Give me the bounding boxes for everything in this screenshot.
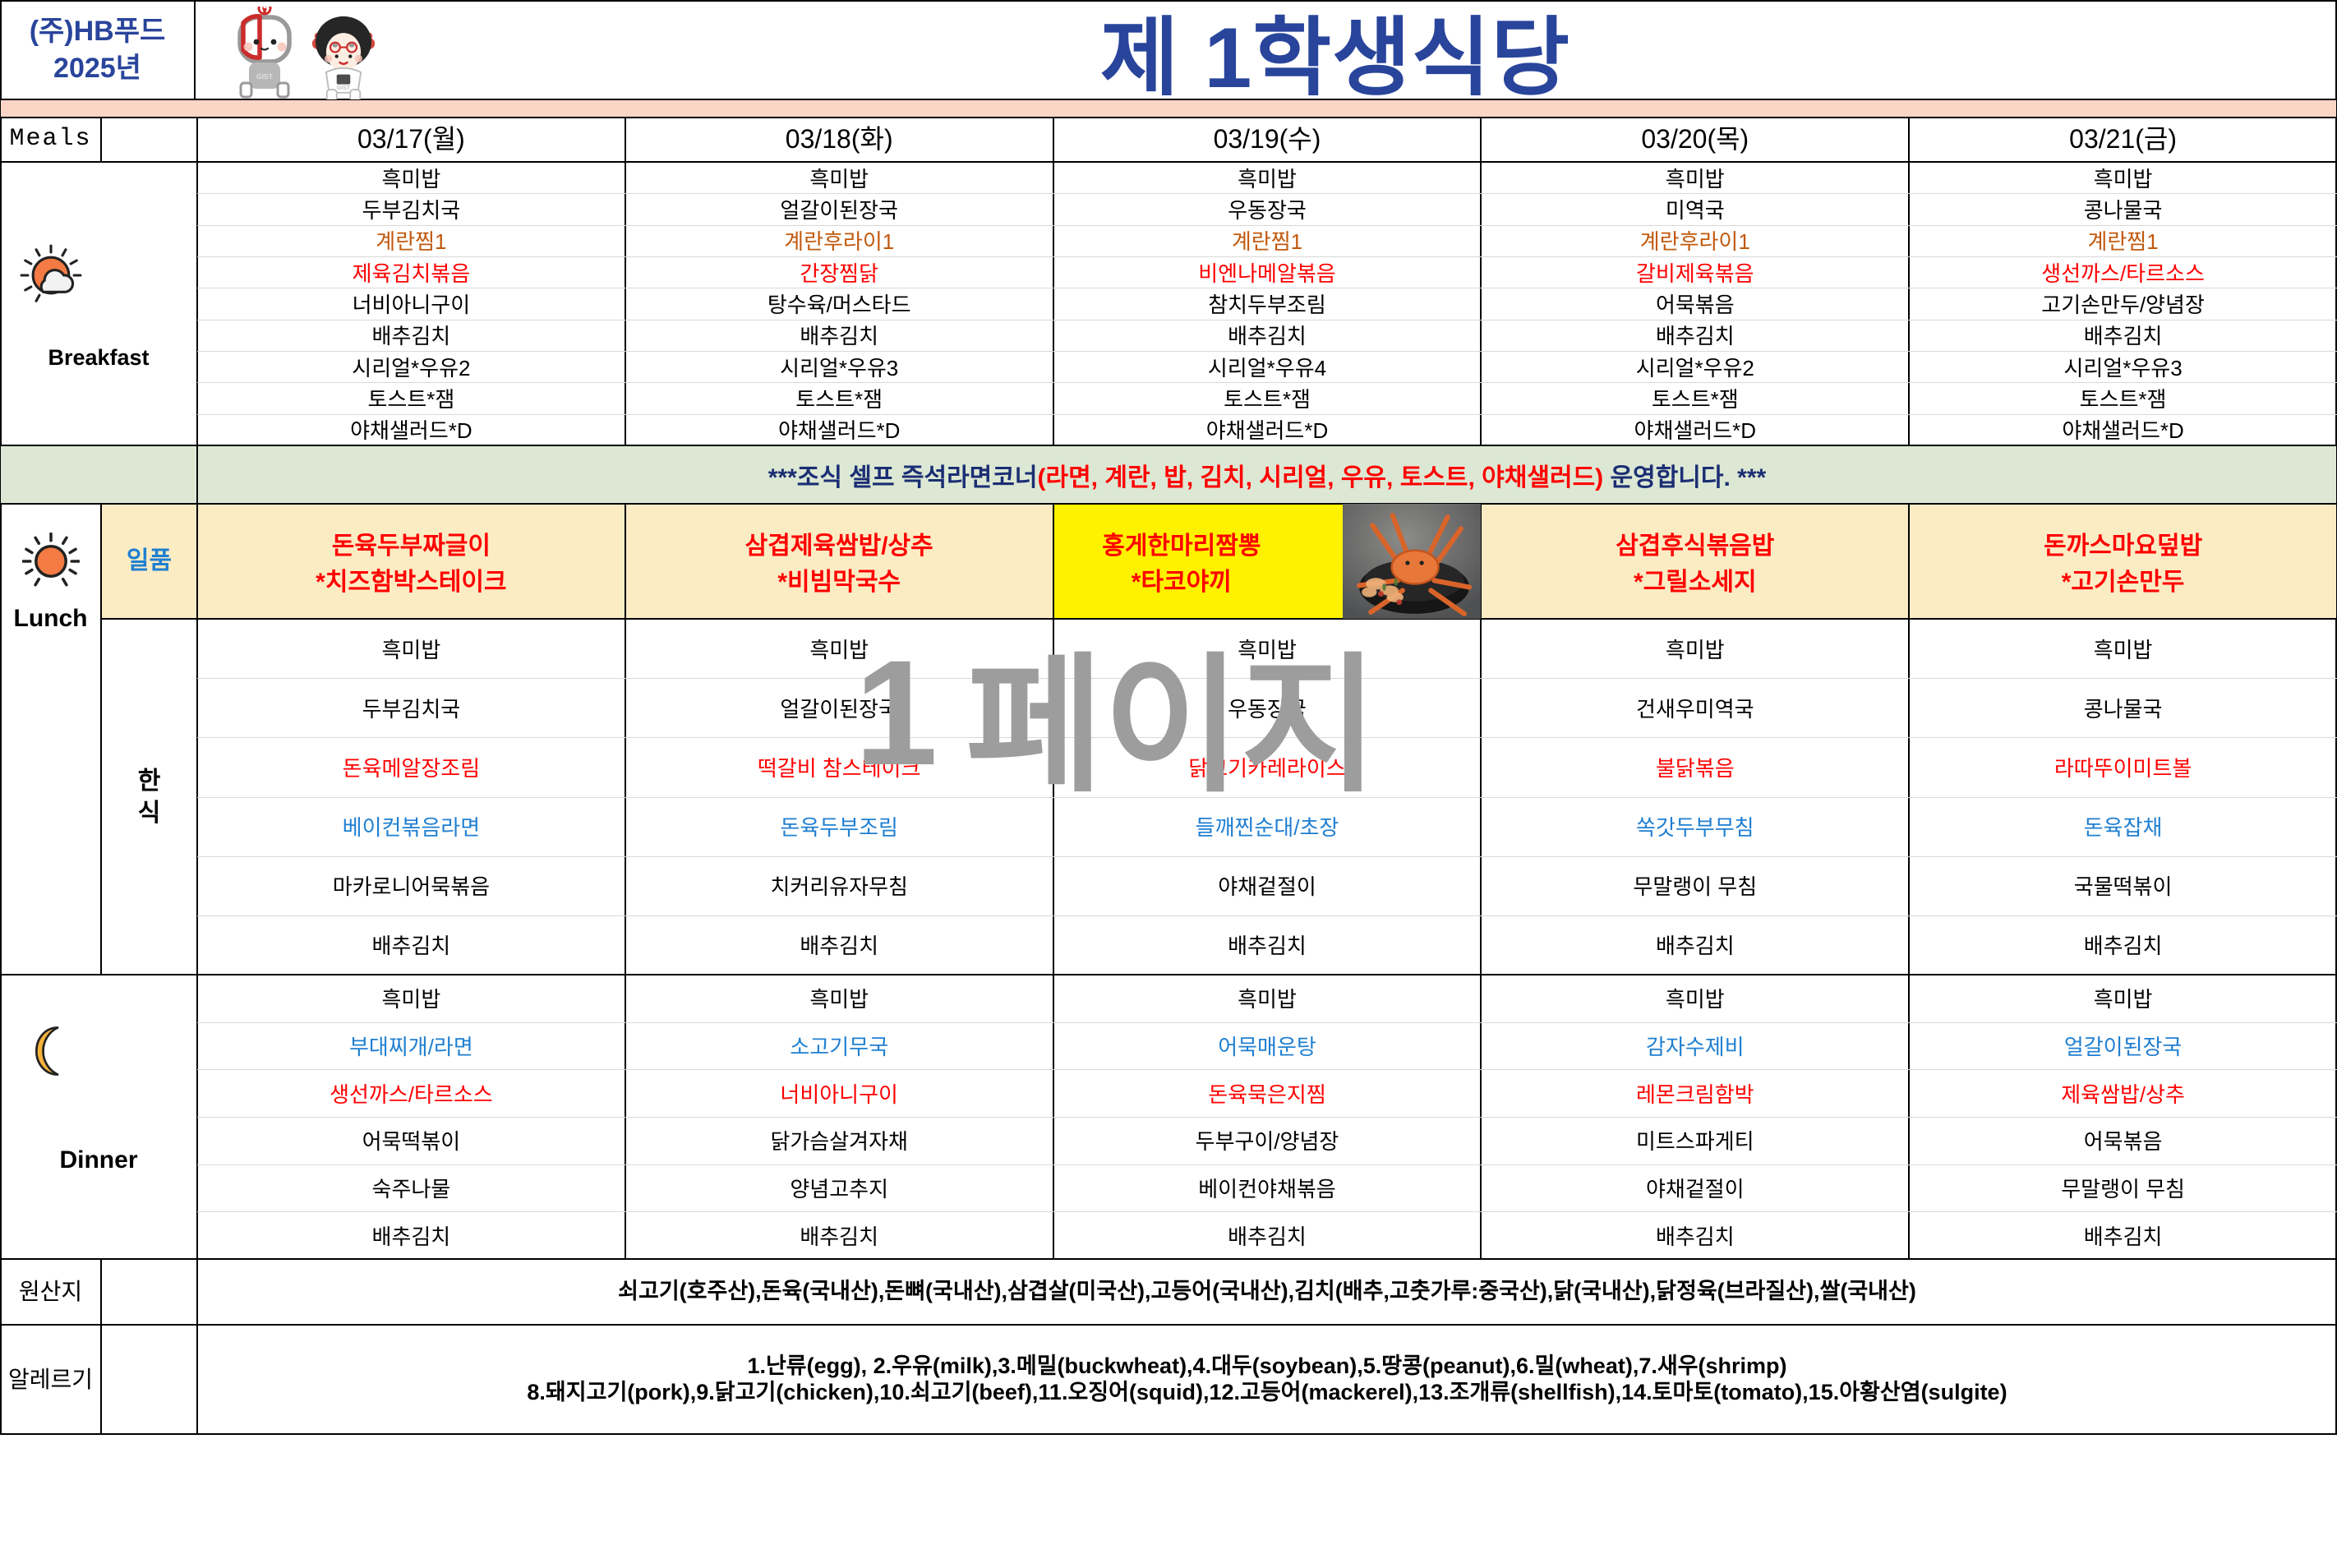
svg-text:G: G: [262, 7, 267, 12]
svg-text:GIST: GIST: [337, 85, 351, 91]
svg-text:GIST: GIST: [256, 72, 274, 81]
